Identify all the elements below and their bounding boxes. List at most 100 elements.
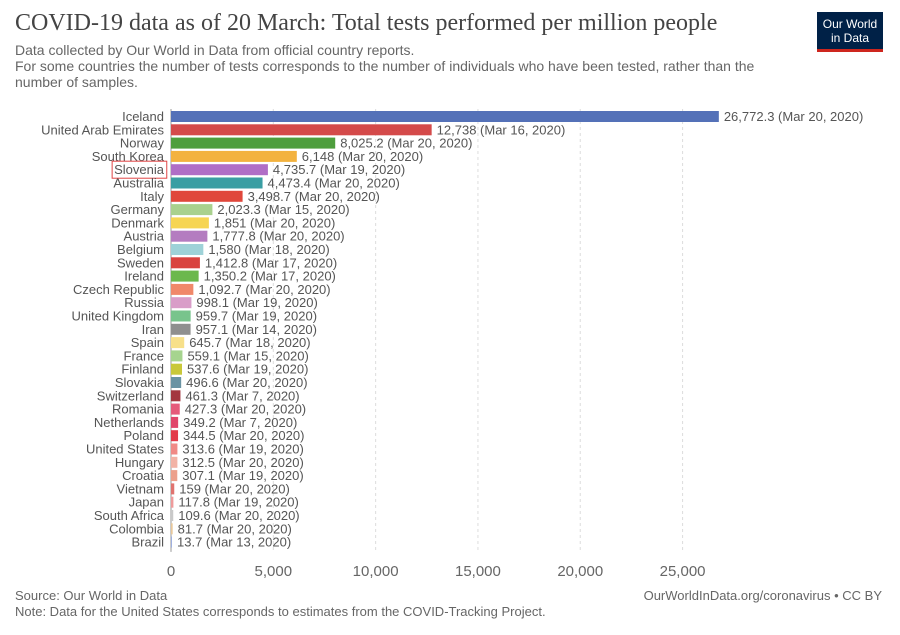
country-label: Sweden [117,255,164,270]
bar [171,310,191,322]
value-label: 1,851 (Mar 20, 2020) [214,215,335,230]
value-label: 537.6 (Mar 19, 2020) [187,362,308,377]
value-label: 12,738 (Mar 16, 2020) [437,122,566,137]
bar [171,483,175,495]
bar [171,377,182,388]
country-label: Australia [113,176,164,191]
chart-title: COVID-19 data as of 20 March: Total test… [15,10,718,36]
bar [171,443,178,455]
bar [171,124,432,136]
value-label: 959.7 (Mar 19, 2020) [196,309,317,324]
country-label: France [124,348,164,363]
footnote: Note: Data for the United States corresp… [15,604,546,619]
country-label: Slovakia [115,375,165,390]
country-label: Russia [124,295,165,310]
subtitle-line-2: For some countries the number of tests c… [15,58,755,90]
value-label: 1,580 (Mar 18, 2020) [208,242,329,257]
country-label: Japan [129,495,164,510]
logo-line-2: in Data [830,31,870,45]
country-label: Netherlands [94,415,165,430]
value-label: 109.6 (Mar 20, 2020) [178,508,299,523]
bar [171,204,213,216]
country-label: Germany [111,202,165,217]
bar [171,150,297,162]
bar [171,164,268,176]
country-label: Belgium [117,242,164,257]
bar [171,111,719,122]
value-label: 81.7 (Mar 20, 2020) [178,521,292,536]
x-tick-label: 10,000 [353,563,399,580]
value-label: 349.2 (Mar 7, 2020) [183,415,297,430]
country-label: Denmark [111,215,164,230]
highlight-box [111,160,168,179]
bar [171,390,181,402]
value-label: 26,772.3 (Mar 20, 2020) [724,109,863,124]
bar [171,470,178,482]
country-label: Spain [131,335,164,350]
subtitle-line-1: Data collected by Our World in Data from… [15,42,415,58]
country-label: Norway [120,136,165,151]
bar [171,283,194,295]
footer-credit[interactable]: OurWorldInData.org/coronavirus • CC BY [643,588,882,603]
value-label: 1,412.8 (Mar 17, 2020) [205,255,337,270]
bar [171,456,178,468]
value-label: 427.3 (Mar 20, 2020) [185,402,306,417]
bar [171,430,179,442]
bar [171,190,243,202]
country-label: Finland [121,362,164,377]
value-label: 998.1 (Mar 19, 2020) [196,295,317,310]
bar [171,270,199,282]
bar [171,244,204,255]
bar [171,536,172,548]
bar [171,523,173,535]
logo-line-1: Our World [822,17,878,31]
country-label: Italy [140,189,164,204]
value-label: 6,148 (Mar 20, 2020) [302,149,423,164]
value-label: 2,023.3 (Mar 15, 2020) [217,202,349,217]
value-label: 957.1 (Mar 14, 2020) [196,322,317,337]
country-label: United Arab Emirates [41,122,164,137]
bar [171,350,183,362]
value-label: 307.1 (Mar 19, 2020) [182,468,303,483]
country-label: Czech Republic [73,282,165,297]
bar [171,510,174,521]
country-label: United Kingdom [72,309,165,324]
footer-notes: Source: Our World in Data Note: Data for… [15,588,546,620]
bar [171,416,179,428]
bar [171,323,191,335]
value-label: 117.8 (Mar 19, 2020) [178,495,298,510]
bar [171,137,336,149]
bar [171,230,208,242]
value-label: 8,025.2 (Mar 20, 2020) [340,136,472,151]
country-label: Vietnam [117,481,164,496]
bar [171,177,263,189]
bar [171,403,180,415]
country-label: Poland [124,428,164,443]
country-label: Iceland [122,109,164,124]
x-tick-label: 20,000 [557,563,603,580]
value-label: 344.5 (Mar 20, 2020) [183,428,304,443]
value-label: 313.6 (Mar 19, 2020) [182,442,303,457]
value-label: 1,350.2 (Mar 17, 2020) [204,269,336,284]
bar [171,337,185,349]
value-label: 159 (Mar 20, 2020) [179,481,290,496]
bar [171,217,209,229]
value-label: 461.3 (Mar 7, 2020) [185,388,299,403]
x-tick-label: 25,000 [660,563,706,580]
country-label: Colombia [109,521,165,536]
bar [171,297,192,309]
value-label: 1,777.8 (Mar 20, 2020) [212,229,344,244]
value-label: 496.6 (Mar 20, 2020) [186,375,307,390]
owid-logo[interactable]: Our World in Data [817,12,883,52]
country-label: Romania [112,402,165,417]
value-label: 3,498.7 (Mar 20, 2020) [248,189,380,204]
bar [171,363,183,375]
source-note: Source: Our World in Data [15,588,168,603]
bar [171,496,174,508]
x-tick-label: 15,000 [455,563,501,580]
value-label: 559.1 (Mar 15, 2020) [187,348,308,363]
country-label: Austria [124,229,165,244]
value-label: 645.7 (Mar 18, 2020) [189,335,310,350]
value-label: 13.7 (Mar 13, 2020) [177,535,291,550]
